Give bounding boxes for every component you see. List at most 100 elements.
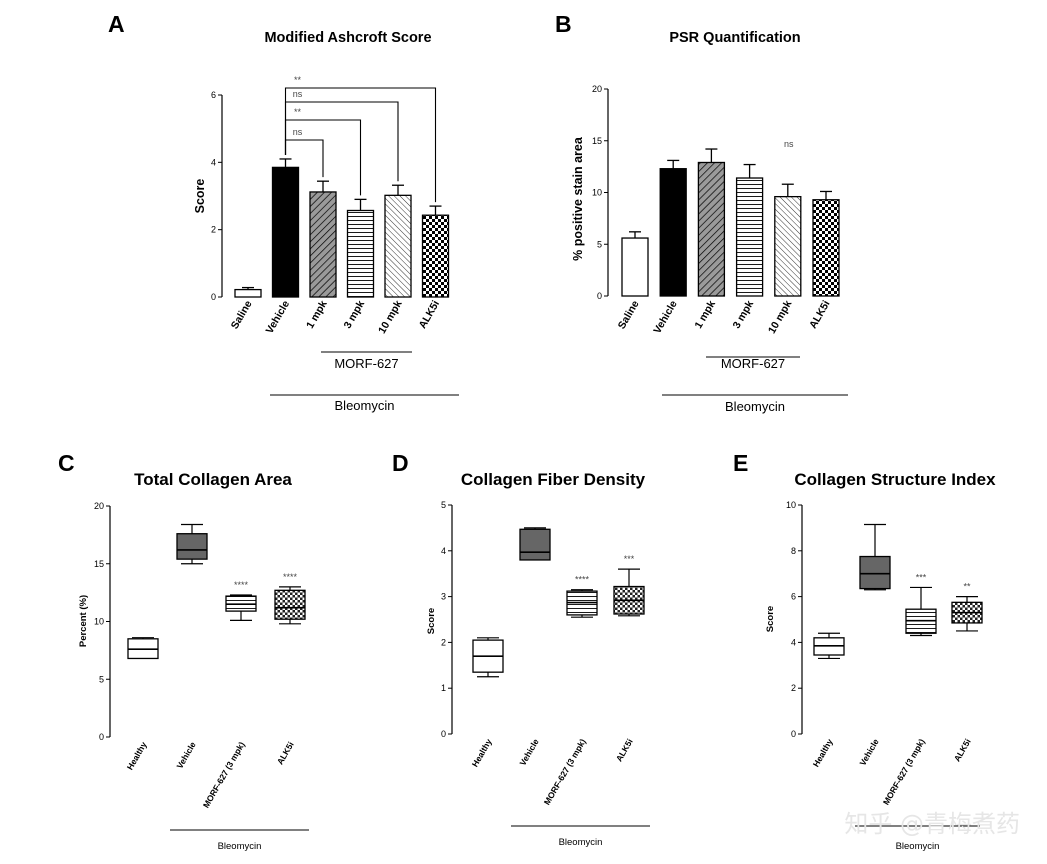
group-label-morf: MORF-627 xyxy=(721,356,785,371)
category-label: ALK5i xyxy=(417,298,443,330)
bar xyxy=(812,199,840,297)
significance-label: **** xyxy=(283,572,298,582)
y-tick-label: 10 xyxy=(786,500,796,510)
category-label: 10 mpk xyxy=(376,298,405,335)
bar xyxy=(697,161,726,297)
y-axis-label: % positive stain area xyxy=(571,136,585,261)
panel-letter: B xyxy=(555,11,572,37)
comparison-label: ns xyxy=(293,89,303,99)
chart-title: Modified Ashcroft Score xyxy=(264,30,431,46)
panel-letter: A xyxy=(108,11,125,37)
panel-letter: E xyxy=(733,450,748,476)
y-tick-label: 0 xyxy=(441,729,446,739)
y-axis-label: Score xyxy=(426,608,437,634)
y-tick-label: 0 xyxy=(99,732,104,742)
panel-letter: C xyxy=(58,450,75,476)
y-axis-label: Percent (%) xyxy=(78,595,89,647)
y-axis-label: Score xyxy=(193,179,207,214)
y-tick-label: 6 xyxy=(211,90,216,100)
bar xyxy=(659,168,687,297)
category-label: ALK5i xyxy=(275,740,296,766)
category-label: Healthy xyxy=(125,740,149,772)
y-tick-label: 5 xyxy=(597,239,602,249)
y-tick-label: 5 xyxy=(441,500,446,510)
chart-title: PSR Quantification xyxy=(669,30,800,46)
y-tick-label: 0 xyxy=(211,292,216,302)
bar xyxy=(346,209,375,298)
group-label-bleomycin: Bleomycin xyxy=(218,841,262,852)
y-tick-label: 20 xyxy=(94,501,104,511)
box xyxy=(274,589,306,620)
significance-label: ** xyxy=(963,582,971,592)
bar xyxy=(735,177,764,297)
category-label: Vehicle xyxy=(857,737,880,768)
group-label-bleomycin: Bleomycin xyxy=(335,398,395,413)
y-axis-label: Score xyxy=(765,606,776,632)
category-label: 3 mpk xyxy=(731,298,757,330)
bar xyxy=(234,288,262,298)
y-tick-label: 6 xyxy=(791,592,796,602)
category-label: 10 mpk xyxy=(766,298,795,335)
category-label: ALK5i xyxy=(952,737,973,763)
y-tick-label: 1 xyxy=(441,683,446,693)
panel-letter: D xyxy=(392,450,409,476)
category-label: 1 mpk xyxy=(692,298,718,330)
category-label: MORF-627 (3 mpk) xyxy=(542,737,588,807)
y-tick-label: 2 xyxy=(441,637,446,647)
bar xyxy=(271,166,300,298)
significance-label: **** xyxy=(575,575,590,585)
y-tick-label: 4 xyxy=(441,546,446,556)
y-tick-label: 20 xyxy=(592,84,602,94)
category-label: Healthy xyxy=(811,737,835,769)
category-label: Vehicle xyxy=(264,298,293,335)
category-label: 3 mpk xyxy=(342,298,368,330)
y-tick-label: 0 xyxy=(791,729,796,739)
y-tick-label: 4 xyxy=(791,637,796,647)
category-label: MORF-627 (3 mpk) xyxy=(201,740,247,810)
category-label: Vehicle xyxy=(174,740,197,771)
category-label: Saline xyxy=(229,298,255,331)
category-label: ALK5i xyxy=(614,737,635,763)
box xyxy=(176,533,208,560)
box xyxy=(519,528,551,561)
annotation-label: ns xyxy=(784,139,794,149)
comparison-bracket xyxy=(284,87,437,203)
category-label: Vehicle xyxy=(517,737,540,768)
bar xyxy=(774,195,802,297)
box xyxy=(859,555,891,590)
category-label: Healthy xyxy=(470,737,494,769)
watermark-text: 知乎 @青梅煮药 xyxy=(844,810,1020,838)
bar xyxy=(384,194,412,298)
group-label-bleomycin: Bleomycin xyxy=(559,837,603,848)
y-tick-label: 5 xyxy=(99,674,104,684)
category-label: MORF-627 (3 mpk) xyxy=(881,737,927,807)
y-tick-label: 4 xyxy=(211,157,216,167)
y-tick-label: 3 xyxy=(441,592,446,602)
y-tick-label: 8 xyxy=(791,546,796,556)
significance-label: **** xyxy=(234,580,249,590)
bar xyxy=(309,191,337,298)
bar xyxy=(421,214,450,298)
category-label: Saline xyxy=(616,298,642,331)
comparison-label: ** xyxy=(294,107,302,117)
category-label: ALK5i xyxy=(807,298,833,330)
y-tick-label: 15 xyxy=(94,559,104,569)
group-label-bleomycin: Bleomycin xyxy=(725,399,785,414)
group-label-bleomycin: Bleomycin xyxy=(896,841,940,852)
y-tick-label: 10 xyxy=(94,617,104,627)
category-label: 1 mpk xyxy=(304,298,330,330)
significance-label: *** xyxy=(916,572,927,582)
category-label: Vehicle xyxy=(651,298,680,335)
chart-title: Total Collagen Area xyxy=(134,470,292,489)
chart-title: Collagen Fiber Density xyxy=(461,470,646,489)
y-tick-label: 10 xyxy=(592,188,602,198)
y-tick-label: 2 xyxy=(211,225,216,235)
chart-title: Collagen Structure Index xyxy=(794,470,996,489)
y-tick-label: 0 xyxy=(597,291,602,301)
y-tick-label: 15 xyxy=(592,136,602,146)
comparison-bracket xyxy=(284,101,399,182)
comparison-label: ns xyxy=(293,127,303,137)
comparison-label: ** xyxy=(294,75,302,85)
y-tick-label: 2 xyxy=(791,683,796,693)
